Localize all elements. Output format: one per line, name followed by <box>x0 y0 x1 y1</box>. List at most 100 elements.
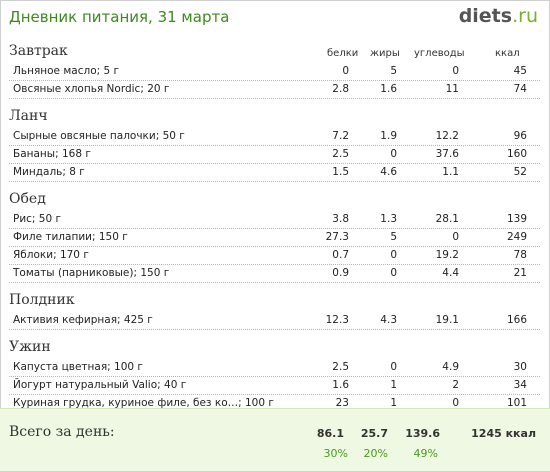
column-header-protein: белки <box>327 48 359 59</box>
fat-value: 1 <box>390 397 397 409</box>
food-name: Куриная грудка, куриное филе, без ко…; 1… <box>13 397 274 409</box>
meal-section: Полдник Активия кефирная; 425 г 12.3 4.3 19.… <box>0 289 550 336</box>
total-protein: 86.1 <box>316 427 344 440</box>
carbs-value: 28.1 <box>435 213 459 225</box>
kcal-value: 166 <box>506 314 527 326</box>
food-name: Активия кефирная; 425 г <box>13 314 153 326</box>
kcal-value: 21 <box>513 267 527 279</box>
protein-value: 7.2 <box>332 130 349 142</box>
protein-value: 1.5 <box>332 166 349 178</box>
kcal-value: 34 <box>513 379 527 391</box>
total-carbs: 139.6 <box>405 427 440 440</box>
kcal-value: 74 <box>513 83 527 95</box>
food-row[interactable]: Томаты (парниковые); 150 г 0.9 0 4.4 21 <box>9 265 540 283</box>
meal-list: Завтрак Льняное масло; 5 г 0 5 0 45 Овсяные хл… <box>0 40 550 419</box>
fat-percent: 20% <box>363 447 388 460</box>
protein-value: 27.3 <box>325 231 349 243</box>
meal-section: Обед Рис; 50 г 3.8 1.3 28.1 139 Филе тилапии; … <box>0 188 550 289</box>
food-name: Капуста цветная; 100 г <box>13 361 143 373</box>
logo-main: diets <box>458 5 513 27</box>
carbs-value: 0 <box>452 231 459 243</box>
protein-value: 2.8 <box>332 83 349 95</box>
protein-value: 23 <box>335 397 349 409</box>
fat-value: 0 <box>390 249 397 261</box>
meal-section: Ланч Сырные овсяные палочки; 50 г 7.2 1.9 12… <box>0 105 550 188</box>
food-name: Филе тилапии; 150 г <box>13 231 128 243</box>
kcal-value: 78 <box>513 249 527 261</box>
page-title: Дневник питания, 31 марта <box>9 8 230 26</box>
food-row[interactable]: Капуста цветная; 100 г 2.5 0 4.9 30 <box>9 359 540 377</box>
protein-value: 3.8 <box>332 213 349 225</box>
meal-section: Завтрак Льняное масло; 5 г 0 5 0 45 Овсяные хл… <box>0 40 550 105</box>
protein-value: 2.5 <box>332 148 349 160</box>
kcal-value: 96 <box>513 130 527 142</box>
food-row[interactable]: Активия кефирная; 425 г 12.3 4.3 19.1 166 <box>9 312 540 330</box>
kcal-value: 52 <box>513 166 527 178</box>
fat-value: 0 <box>390 361 397 373</box>
kcal-value: 45 <box>513 65 527 77</box>
diary-content: белки жиры углеводы ккал Завтрак Льняное … <box>0 40 550 419</box>
fat-value: 0 <box>390 267 397 279</box>
kcal-value: 101 <box>506 397 527 409</box>
carbs-value: 12.2 <box>435 130 459 142</box>
food-row[interactable]: Овсяные хлопья Nordic; 20 г 2.8 1.6 11 74 <box>9 81 540 99</box>
meal-section: Ужин Капуста цветная; 100 г 2.5 0 4.9 30 Йогур… <box>0 336 550 419</box>
carbs-value: 19.2 <box>435 249 459 261</box>
food-row[interactable]: Сырные овсяные палочки; 50 г 7.2 1.9 12.2 96 <box>9 128 540 146</box>
food-row[interactable]: Рис; 50 г 3.8 1.3 28.1 139 <box>9 211 540 229</box>
food-row[interactable]: Филе тилапии; 150 г 27.3 5 0 249 <box>9 229 540 247</box>
fat-value: 4.3 <box>380 314 397 326</box>
kcal-value: 249 <box>506 231 527 243</box>
fat-value: 1.6 <box>380 83 397 95</box>
protein-percent: 30% <box>323 447 348 460</box>
protein-value: 0.7 <box>332 249 349 261</box>
food-name: Рис; 50 г <box>13 213 62 225</box>
fat-value: 1 <box>390 379 397 391</box>
food-name: Йогурт натуральный Valio; 40 г <box>13 379 187 391</box>
food-name: Сырные овсяные палочки; 50 г <box>13 130 185 142</box>
kcal-value: 139 <box>506 213 527 225</box>
carbs-value: 0 <box>452 397 459 409</box>
fat-value: 1.9 <box>380 130 397 142</box>
protein-value: 0 <box>342 65 349 77</box>
total-kcal: 1245 ккал <box>471 427 536 440</box>
food-name: Овсяные хлопья Nordic; 20 г <box>13 83 170 95</box>
carbs-value: 0 <box>452 65 459 77</box>
food-row[interactable]: Льняное масло; 5 г 0 5 0 45 <box>9 63 540 81</box>
logo-suffix: .ru <box>512 5 538 27</box>
food-name: Льняное масло; 5 г <box>13 65 120 77</box>
carbs-percent: 49% <box>413 447 438 460</box>
kcal-value: 30 <box>513 361 527 373</box>
food-row[interactable]: Бананы; 168 г 2.5 0 37.6 160 <box>9 146 540 164</box>
fat-value: 5 <box>390 65 397 77</box>
protein-value: 1.6 <box>332 379 349 391</box>
food-name: Томаты (парниковые); 150 г <box>13 267 170 279</box>
total-fat: 25.7 <box>360 427 388 440</box>
meal-title: Полдник <box>9 292 75 308</box>
fat-value: 4.6 <box>380 166 397 178</box>
day-totals: Всего за день: 86.1 25.7 139.6 1245 ккал… <box>0 408 550 471</box>
meal-title: Обед <box>9 191 46 207</box>
kcal-value: 160 <box>506 148 527 160</box>
carbs-value: 1.1 <box>442 166 459 178</box>
food-row[interactable]: Йогурт натуральный Valio; 40 г 1.6 1 2 34 <box>9 377 540 395</box>
meal-title: Завтрак <box>9 43 68 59</box>
meal-title: Ужин <box>9 339 51 355</box>
carbs-value: 19.1 <box>435 314 459 326</box>
carbs-value: 37.6 <box>435 148 459 160</box>
carbs-value: 11 <box>445 83 459 95</box>
carbs-value: 2 <box>452 379 459 391</box>
column-header-fat: жиры <box>370 48 400 59</box>
meal-title: Ланч <box>9 108 48 124</box>
fat-value: 1.3 <box>380 213 397 225</box>
food-row[interactable]: Миндаль; 8 г 1.5 4.6 1.1 52 <box>9 164 540 182</box>
carbs-value: 4.4 <box>442 267 459 279</box>
fat-value: 5 <box>390 231 397 243</box>
column-header-carbs: углеводы <box>414 48 465 59</box>
totals-label: Всего за день: <box>9 424 115 440</box>
protein-value: 12.3 <box>325 314 349 326</box>
site-logo[interactable]: diets.ru <box>459 5 538 27</box>
protein-value: 2.5 <box>332 361 349 373</box>
food-row[interactable]: Яблоки; 170 г 0.7 0 19.2 78 <box>9 247 540 265</box>
header: Дневник питания, 31 марта diets.ru <box>0 0 550 34</box>
